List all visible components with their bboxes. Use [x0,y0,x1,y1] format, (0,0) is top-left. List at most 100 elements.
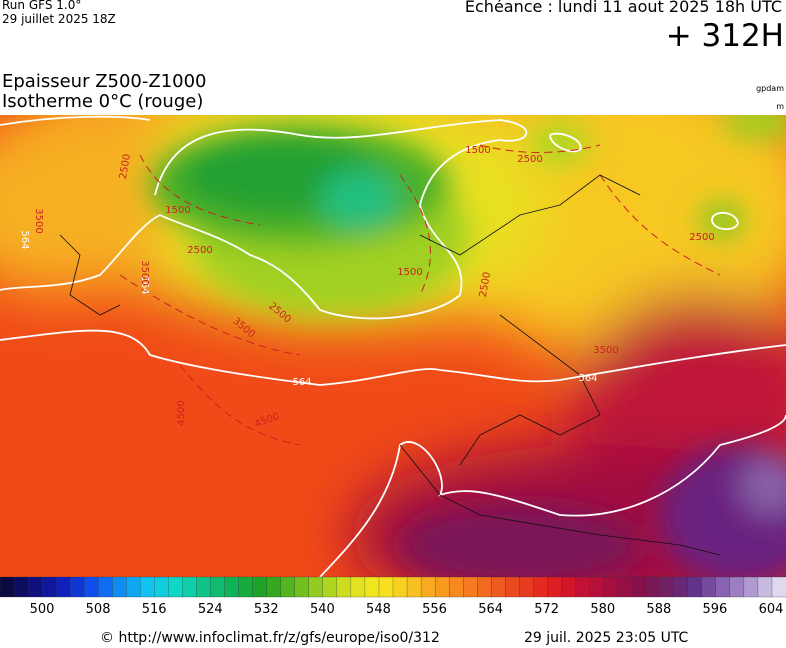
colorbar-cell [238,576,254,598]
colorbar-cell [182,576,197,598]
colorbar-cell [41,576,57,598]
colorbar-cell [533,576,548,598]
colorbar-cell [196,576,211,598]
colorbar-tick-label: 580 [590,602,615,617]
contour-label: 3500 [139,260,150,285]
contour-label: 1500 [465,145,490,156]
colorbar-cell [84,576,99,598]
colorbar-cell [252,576,268,598]
colorbar-cell [589,576,604,598]
colorbar-tick-label: 532 [254,602,279,617]
colorbar-cell [27,576,43,598]
colorbar-cell [406,576,422,598]
contour-label: 2500 [118,153,133,180]
colorbar-cell [547,576,562,598]
colorbar-cell [519,576,534,598]
contour-label: 564 [19,230,30,249]
colorbar-cell [0,576,15,598]
colorbar-tick-label: 572 [534,602,559,617]
contour-label: 2500 [478,271,493,298]
colorbar-cell [280,576,296,598]
colorbar-tick-label: 540 [310,602,335,617]
contour-label: 3500 [33,208,44,233]
colorbar-tick-label: 548 [366,602,391,617]
colorbar-cell [336,576,352,598]
thickness-field [0,115,786,577]
colorbar-cell [603,576,619,598]
contour-label: 3500 [593,345,618,356]
colorbar-cell [743,576,759,598]
colorbar-cell [294,576,310,598]
colorbar-cell [140,576,155,598]
contour-label: 564 [292,377,311,388]
colorbar-cell [631,576,647,598]
subtitle: Isotherme 0°C (rouge) [2,91,204,112]
colorbar-cell [154,576,169,598]
colorbar-cell [168,576,183,598]
colorbar: 500 508 516 524 532 540 548 556 564 572 580 588 596 6… [0,576,786,617]
colorbar-cell [715,576,731,598]
colorbar-tick-label: 556 [422,602,447,617]
colorbar-cell [322,576,338,598]
colorbar-cell [112,576,127,598]
run-date: 29 juillet 2025 18Z [2,12,116,26]
colorbar-cell [126,576,141,598]
colorbar-tick-label: 524 [198,602,223,617]
colorbar-cell [378,576,394,598]
contour-label: 1500 [397,267,422,278]
timestamp: 29 juil. 2025 23:05 UTC [524,630,689,646]
colorbar-cell [364,576,380,598]
colorbar-cell [561,576,576,598]
colorbar-cell [575,576,590,598]
colorbar-cell [659,576,675,598]
colorbar-cell [617,576,633,598]
lead-time: + 312H [665,18,784,54]
colorbar-cell [434,576,450,598]
colorbar-cell [210,576,226,598]
title: Epaisseur Z500-Z1000 [2,71,207,92]
contour-label: 4500 [176,400,187,425]
colorbar-tick-label: 500 [30,602,55,617]
run-label: Run GFS 1.0° [2,0,82,12]
colorbar-cell [98,576,113,598]
colorbar-cell [55,576,71,598]
colorbar-tick-label: 588 [646,602,671,617]
colorbar-cell [448,576,464,598]
colorbar-cell [505,576,520,598]
colorbar-cell [308,576,324,598]
colorbar-tick-label: 596 [703,602,728,617]
valid-time: Echéance : lundi 11 aout 2025 18h UTC [464,0,782,16]
contour-label: 564 [578,373,597,384]
colorbar-cell [673,576,689,598]
colorbar-cell [729,576,745,598]
colorbar-cell [771,576,786,598]
colorbar-tick-label: 516 [142,602,167,617]
colorbar-tick-label: 564 [478,602,503,617]
colorbar-cell [224,576,240,598]
colorbar-cell [687,576,703,598]
contour-label: 564 [139,275,150,294]
colorbar-cell [392,576,408,598]
colorbar-tick-label: 508 [86,602,111,617]
colorbar-cell [477,576,492,598]
colorbar-tick-label: 604 [759,602,784,617]
contour-label: 2500 [689,232,714,243]
source-url: © http://www.infoclimat.fr/z/gfs/europe/… [100,630,440,646]
colorbar-cell [757,576,773,598]
colorbar-cell [645,576,661,598]
colorbar-cell [13,576,29,598]
colorbar-cell [70,576,85,598]
contour-label: 2500 [517,154,542,165]
colorbar-cell [491,576,506,598]
colorbar-cell [463,576,478,598]
unit-label: gpdam [756,84,784,93]
colorbar-cell [350,576,366,598]
colorbar-cell [266,576,282,598]
colorbar-cell [701,576,717,598]
contour-label: 1500 [165,205,190,216]
contour-label: 2500 [187,245,212,256]
unit-label: m [776,102,784,111]
colorbar-cell [420,576,436,598]
